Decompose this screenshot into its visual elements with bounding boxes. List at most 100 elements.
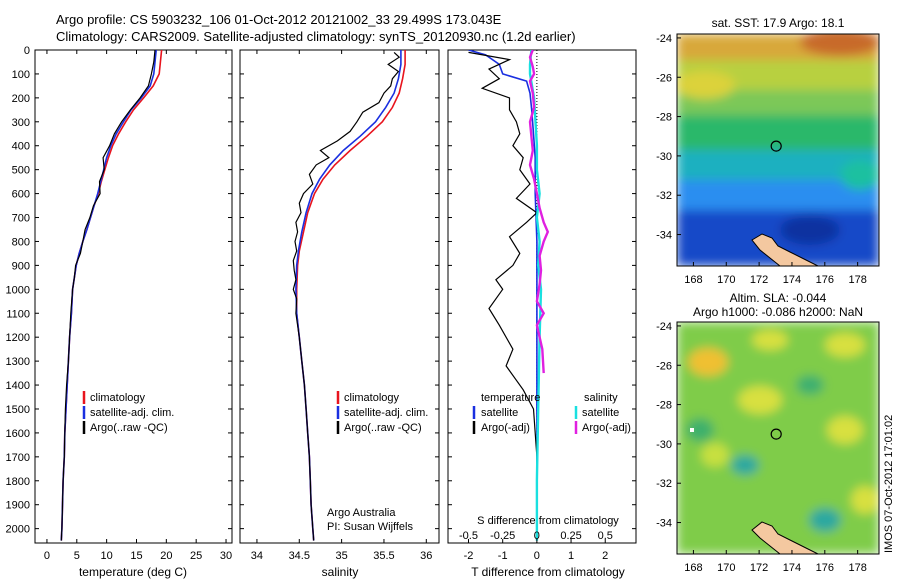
depth-tick-label: 1800 bbox=[6, 476, 30, 488]
map-y-tick-label: -30 bbox=[656, 439, 672, 451]
sla-teal-patch-2 bbox=[731, 455, 759, 475]
map-y-tick-label: -34 bbox=[656, 518, 672, 530]
annotation-pi: PI: Susan Wijffels bbox=[327, 521, 413, 533]
temperature-x-axis: 0 5 10 15 20 25 30 bbox=[44, 50, 232, 562]
map-x-tick-label: 168 bbox=[684, 562, 702, 574]
series-line-climatology bbox=[60, 50, 163, 541]
legend-label-climatology: climatology bbox=[90, 392, 146, 404]
x-tick-label-s: 0.25 bbox=[560, 530, 581, 542]
depth-tick-label: 900 bbox=[12, 260, 30, 272]
depth-tick-label: 1700 bbox=[6, 452, 30, 464]
sla-yellow-patch-2 bbox=[752, 330, 788, 350]
map-y-tick-label: -26 bbox=[656, 360, 672, 372]
x-tick-label: 15 bbox=[130, 550, 142, 562]
difference-series bbox=[468, 50, 550, 541]
x-tick-label: 30 bbox=[220, 550, 232, 562]
difference-legend: temperature salinity satellite Argo(-adj… bbox=[472, 392, 631, 434]
salinity-axis-label: salinity bbox=[322, 565, 359, 579]
x-tick-label: 34.5 bbox=[289, 550, 310, 562]
depth-axis: 0 100 200 300 400 500 600 700 800 900 1000 1100 1200… bbox=[6, 45, 30, 536]
map-x-tick-label: 176 bbox=[816, 562, 834, 574]
depth-tick-label: 0 bbox=[24, 45, 30, 57]
map-y-tick-label: -30 bbox=[656, 151, 672, 163]
depth-tick-label: 100 bbox=[12, 69, 30, 81]
x-tick-label: 36 bbox=[420, 550, 432, 562]
map-y-tick-label: -24 bbox=[656, 321, 672, 333]
difference-panel-frame bbox=[447, 49, 637, 544]
x-tick-label-s: -0.5 bbox=[459, 530, 478, 542]
header-title: Argo profile: CS 5903232_106 01-Oct-2012… bbox=[56, 12, 502, 27]
map-x-tick-label: 178 bbox=[848, 274, 866, 286]
difference-top-label: S difference from climatology bbox=[477, 515, 619, 527]
sla-teal-patch-1 bbox=[686, 418, 714, 442]
series-line-s-argo bbox=[528, 50, 550, 374]
sst-map-axes: 168 170 172 174 176 178 -24 -26 -28 -30 -32 -34 bbox=[656, 33, 867, 286]
sla-yellow-patch-7 bbox=[851, 486, 879, 514]
sla-yellow-patch-4 bbox=[738, 386, 782, 414]
sla-map-field bbox=[677, 322, 879, 554]
map-x-tick-label: 168 bbox=[684, 274, 702, 286]
legend-label-s-argo: Argo(-adj) bbox=[582, 422, 631, 434]
sst-map-frame bbox=[676, 33, 880, 267]
legend-label-argo: Argo(..raw -QC) bbox=[344, 422, 422, 434]
salinity-legend: climatology satellite-adj. clim. Argo(..… bbox=[336, 391, 428, 434]
series-line-satellite bbox=[60, 50, 157, 541]
map-x-tick-label: 178 bbox=[848, 562, 866, 574]
legend-header-salinity: salinity bbox=[584, 392, 618, 404]
sla-yellow-patch-3 bbox=[825, 333, 865, 357]
depth-tick-label: 1400 bbox=[6, 380, 30, 392]
map-y-tick-label: -34 bbox=[656, 230, 672, 242]
annotation-institution: Argo Australia bbox=[327, 507, 396, 519]
sla-argo-marker bbox=[770, 428, 782, 440]
sla-teal-patch-4 bbox=[796, 375, 824, 395]
map-y-tick-label: -32 bbox=[656, 478, 672, 490]
sst-yellow-patch bbox=[677, 71, 735, 99]
sla-yellow-patch-1 bbox=[688, 348, 728, 376]
x-tick-label: 35 bbox=[335, 550, 347, 562]
map-x-tick-label: 174 bbox=[783, 562, 801, 574]
difference-x-axis: -2 -1 0 1 2 -0.5 -0.25 0 0.25 0.5 bbox=[459, 530, 613, 562]
x-tick-label-t: 0 bbox=[534, 550, 540, 562]
series-line-satellite bbox=[295, 50, 402, 541]
sla-map-axes: 168 170 172 174 176 178 -24 -26 -28 -30 -32 -34 bbox=[656, 321, 867, 574]
x-tick-label: 34 bbox=[251, 550, 263, 562]
series-line-argo bbox=[292, 51, 401, 541]
x-tick-label: 35.5 bbox=[373, 550, 394, 562]
map-x-tick-label: 172 bbox=[750, 274, 768, 286]
depth-tick-label: 200 bbox=[12, 93, 30, 105]
sla-missing-cell bbox=[690, 428, 694, 432]
x-tick-label: 25 bbox=[190, 550, 202, 562]
sla-land bbox=[751, 521, 819, 554]
sla-map-title-2: Argo h1000: -0.086 h2000: NaN bbox=[693, 305, 863, 319]
x-tick-label: 0 bbox=[44, 550, 50, 562]
legend-label-s-satellite: satellite bbox=[582, 407, 619, 419]
map-x-tick-label: 170 bbox=[717, 562, 735, 574]
temperature-legend: climatology satellite-adj. clim. Argo(..… bbox=[82, 391, 174, 434]
x-tick-label: 10 bbox=[101, 550, 113, 562]
depth-tick-label: 800 bbox=[12, 237, 30, 249]
depth-tick-label: 400 bbox=[12, 141, 30, 153]
footer-stamp: IMOS 07-Oct-2012 17:01:02 bbox=[883, 415, 895, 553]
series-line-climatology bbox=[295, 50, 406, 541]
x-tick-label-t: -2 bbox=[464, 550, 474, 562]
depth-tick-label: 1200 bbox=[6, 332, 30, 344]
sst-map-field bbox=[677, 34, 879, 266]
depth-tick-label: 1000 bbox=[6, 284, 30, 296]
sst-map-title: sat. SST: 17.9 Argo: 18.1 bbox=[712, 16, 845, 30]
sla-yellow-patch-6 bbox=[701, 443, 729, 467]
map-y-tick-label: -28 bbox=[656, 112, 672, 124]
difference-axis-label: T difference from climatology bbox=[471, 565, 625, 579]
depth-tick-label: 1500 bbox=[6, 404, 30, 416]
sst-dark-patch bbox=[780, 215, 840, 245]
depth-tick-label: 1900 bbox=[6, 500, 30, 512]
depth-tick-label: 1300 bbox=[6, 356, 30, 368]
x-tick-label: 5 bbox=[74, 550, 80, 562]
salinity-panel-frame bbox=[239, 49, 440, 544]
map-y-tick-label: -28 bbox=[656, 400, 672, 412]
x-tick-label: 20 bbox=[160, 550, 172, 562]
depth-tick-label: 600 bbox=[12, 189, 30, 201]
sla-teal-patch-3 bbox=[809, 508, 841, 532]
x-tick-label-t: -1 bbox=[498, 550, 508, 562]
x-tick-label-t: 2 bbox=[602, 550, 608, 562]
